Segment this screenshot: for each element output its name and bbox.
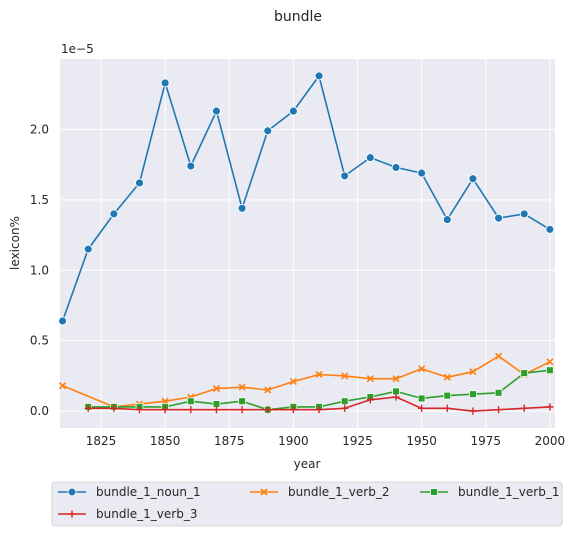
legend-item: bundle_1_verb_1	[420, 485, 559, 499]
data-point	[442, 215, 452, 225]
data-point	[546, 366, 554, 375]
data-point	[546, 403, 554, 411]
x-tick-label: 2000	[535, 434, 566, 448]
x-tick-label: 1975	[470, 434, 501, 448]
data-point	[186, 161, 196, 171]
data-point	[264, 406, 272, 414]
x-tick-label: 1825	[86, 434, 117, 448]
x-tick-label: 1950	[406, 434, 437, 448]
data-point	[545, 224, 555, 234]
data-point	[340, 171, 350, 181]
x-tick-label: 1925	[342, 434, 373, 448]
data-point	[288, 106, 298, 116]
data-point	[68, 510, 76, 518]
data-point	[238, 397, 246, 405]
data-point	[340, 397, 349, 405]
data-point	[469, 407, 477, 415]
data-point	[546, 358, 554, 366]
data-point	[417, 394, 426, 403]
data-point	[160, 78, 170, 88]
data-point	[238, 406, 246, 414]
y-tick-label: 1.5	[30, 193, 49, 207]
data-point	[365, 153, 375, 163]
data-point	[494, 213, 504, 223]
data-point	[212, 384, 221, 393]
y-multiplier-label: 1e−5	[61, 42, 94, 56]
data-point	[443, 404, 451, 412]
data-point	[110, 404, 118, 412]
y-tick-label: 0.0	[30, 404, 49, 418]
data-point	[187, 397, 195, 405]
data-point	[468, 174, 478, 184]
data-point	[315, 406, 323, 414]
legend-label: bundle_1_verb_3	[96, 507, 197, 521]
data-point	[260, 488, 268, 496]
data-point	[366, 375, 374, 383]
plot-area: 1825 1850 1875 1900 1925 1950 1975 2000 0.0 0.5 1.…	[30, 59, 565, 448]
data-point	[315, 370, 323, 379]
y-tick-label: 0.5	[30, 334, 49, 348]
legend-label: bundle_1_verb_1	[458, 485, 559, 499]
x-axis-label: year	[294, 457, 321, 471]
data-point	[212, 406, 221, 414]
series-bundle_1_verb_3	[84, 393, 554, 415]
legend-item: bundle_1_noun_1	[58, 485, 201, 499]
series-bundle_1_noun_1	[58, 71, 555, 326]
data-point	[238, 383, 246, 391]
data-point	[392, 393, 400, 401]
data-point	[443, 391, 452, 400]
data-point	[264, 386, 272, 394]
data-point	[341, 404, 349, 412]
y-axis-label: lexicon%	[8, 216, 22, 270]
legend-item: bundle_1_verb_3	[58, 507, 197, 521]
plot-background	[60, 59, 555, 428]
series-line	[61, 75, 551, 322]
data-point	[495, 352, 503, 360]
data-point	[469, 390, 477, 398]
data-point	[263, 126, 273, 136]
data-point	[519, 209, 529, 219]
data-point	[289, 406, 297, 414]
data-point	[84, 404, 92, 412]
data-point	[430, 488, 438, 496]
data-point	[109, 209, 119, 219]
x-tick-label: 1850	[150, 434, 181, 448]
data-point	[67, 487, 77, 497]
data-point	[135, 178, 144, 188]
data-point	[187, 406, 195, 414]
data-point	[212, 106, 221, 116]
chart-title: bundle	[274, 9, 322, 25]
data-point	[135, 406, 144, 414]
data-point	[58, 316, 68, 326]
x-tick-label: 1900	[278, 434, 309, 448]
data-point	[161, 406, 169, 414]
data-point	[417, 168, 427, 178]
data-point	[494, 406, 503, 414]
data-point	[289, 377, 297, 386]
data-point	[469, 368, 477, 376]
data-point	[520, 369, 528, 377]
legend: bundle_1_noun_1 bundle_1_verb_2 bundle_1_v…	[51, 481, 563, 527]
data-point	[58, 382, 67, 390]
legend-label: bundle_1_noun_1	[96, 485, 201, 499]
data-point	[83, 244, 93, 254]
data-point	[391, 162, 401, 172]
y-tick-label: 1.0	[30, 263, 49, 277]
data-point	[314, 71, 324, 81]
data-point	[418, 365, 426, 373]
legend-item: bundle_1_verb_2	[250, 485, 389, 499]
y-tick-label: 2.0	[30, 122, 49, 136]
data-point	[418, 404, 426, 412]
data-point	[392, 375, 400, 383]
data-point	[520, 404, 528, 412]
x-tick-label: 1875	[214, 434, 245, 448]
data-point	[443, 373, 451, 381]
data-point	[237, 203, 247, 213]
legend-label: bundle_1_verb_2	[288, 485, 389, 499]
data-point	[366, 396, 374, 404]
data-point	[341, 372, 349, 380]
data-point	[494, 389, 503, 397]
